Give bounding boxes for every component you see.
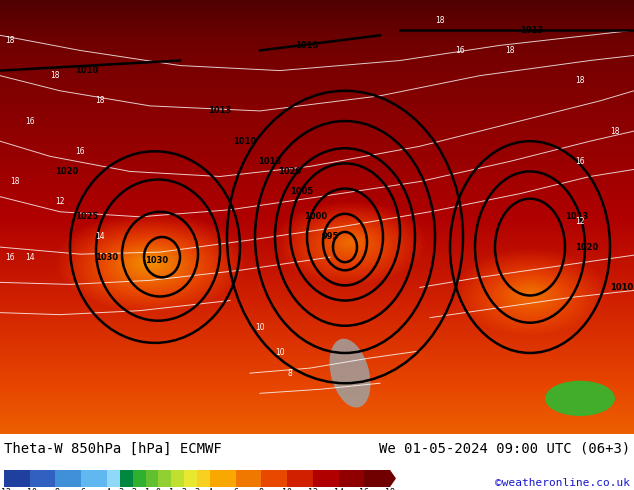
- Text: 12: 12: [307, 488, 318, 490]
- Text: -6: -6: [76, 488, 86, 490]
- Text: 14: 14: [95, 232, 105, 242]
- Text: 18: 18: [5, 36, 15, 45]
- Text: -8: -8: [51, 488, 60, 490]
- Text: 995: 995: [321, 232, 339, 242]
- Text: 18: 18: [505, 46, 515, 55]
- Text: 1000: 1000: [304, 212, 328, 221]
- Text: 1010: 1010: [75, 66, 98, 75]
- Text: 1010: 1010: [295, 41, 318, 50]
- Text: -10: -10: [22, 488, 37, 490]
- Text: 16: 16: [455, 46, 465, 55]
- Bar: [30, 470, 55, 487]
- Text: 1010: 1010: [233, 137, 257, 146]
- Text: 1: 1: [169, 488, 174, 490]
- Text: 16: 16: [25, 117, 35, 125]
- Polygon shape: [390, 470, 396, 487]
- Text: 14: 14: [333, 488, 344, 490]
- Text: 16: 16: [575, 157, 585, 166]
- Text: 3: 3: [195, 488, 200, 490]
- Text: 18: 18: [611, 126, 620, 136]
- Text: Theta-W 850hPa [hPa] ECMWF: Theta-W 850hPa [hPa] ECMWF: [4, 441, 222, 456]
- Text: 8: 8: [259, 488, 264, 490]
- Bar: [313, 470, 339, 487]
- Bar: [55, 470, 81, 487]
- Text: 1030: 1030: [145, 256, 168, 265]
- Text: 18: 18: [50, 71, 60, 80]
- Text: 1013: 1013: [259, 157, 281, 166]
- Text: 18: 18: [575, 76, 585, 85]
- Text: -3: -3: [115, 488, 125, 490]
- Text: 10: 10: [256, 323, 265, 332]
- Text: 1020: 1020: [278, 167, 302, 176]
- Text: -1: -1: [141, 488, 150, 490]
- Text: 16: 16: [359, 488, 369, 490]
- Text: 14: 14: [25, 253, 35, 262]
- Text: 10: 10: [282, 488, 292, 490]
- Bar: [146, 470, 158, 487]
- Bar: [120, 470, 133, 487]
- Text: 1013: 1013: [520, 26, 543, 35]
- Text: ©weatheronline.co.uk: ©weatheronline.co.uk: [495, 478, 630, 488]
- Text: 18: 18: [10, 177, 20, 186]
- Bar: [210, 470, 236, 487]
- Text: We 01-05-2024 09:00 UTC (06+3): We 01-05-2024 09:00 UTC (06+3): [378, 441, 630, 456]
- Text: 1020: 1020: [55, 167, 78, 176]
- Text: 8: 8: [288, 368, 292, 378]
- Text: 2: 2: [181, 488, 186, 490]
- Text: -12: -12: [0, 488, 11, 490]
- Bar: [287, 470, 313, 487]
- Text: 1013: 1013: [565, 212, 588, 221]
- Text: 1020: 1020: [575, 243, 598, 251]
- Bar: [236, 470, 261, 487]
- Text: 4: 4: [207, 488, 212, 490]
- Text: 18: 18: [436, 16, 444, 24]
- Bar: [339, 470, 365, 487]
- Text: -2: -2: [127, 488, 138, 490]
- Ellipse shape: [330, 339, 370, 408]
- Bar: [171, 470, 184, 487]
- Text: 1030: 1030: [95, 253, 118, 262]
- Text: 18: 18: [385, 488, 395, 490]
- Text: 1005: 1005: [290, 187, 314, 196]
- Bar: [184, 470, 197, 487]
- Text: 12: 12: [55, 197, 65, 206]
- Bar: [4, 470, 30, 487]
- Text: 1010: 1010: [610, 283, 633, 292]
- Bar: [133, 470, 146, 487]
- Bar: [197, 470, 210, 487]
- Text: 6: 6: [233, 488, 238, 490]
- Ellipse shape: [545, 381, 615, 416]
- Bar: [158, 470, 171, 487]
- Text: 12: 12: [575, 218, 585, 226]
- Text: 0: 0: [156, 488, 161, 490]
- Text: 1025: 1025: [75, 212, 98, 221]
- Bar: [107, 470, 120, 487]
- Text: 16: 16: [5, 253, 15, 262]
- Bar: [81, 470, 107, 487]
- Polygon shape: [4, 470, 10, 487]
- Text: 18: 18: [95, 97, 105, 105]
- Text: 16: 16: [75, 147, 85, 156]
- Text: -4: -4: [102, 488, 112, 490]
- Text: 10: 10: [275, 348, 285, 358]
- Bar: [365, 470, 390, 487]
- Bar: [261, 470, 287, 487]
- Text: 1013: 1013: [209, 106, 231, 116]
